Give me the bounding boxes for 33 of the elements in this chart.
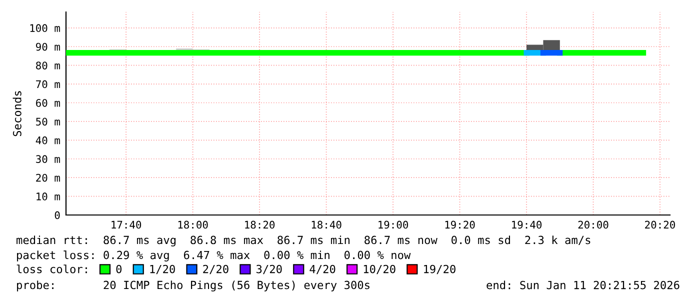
x-tick-label: 18:40 bbox=[312, 220, 342, 229]
y-tick-label: 80 m bbox=[36, 62, 60, 70]
text: median rtt: 86.7 ms avg 86.8 ms max 86.7 ms min 86.7 ms now 0.0 ms sd 2.3 k am/s bbox=[16, 236, 590, 246]
y-tick-label: 100 m bbox=[30, 24, 60, 32]
legend-label: 1/20 bbox=[150, 264, 175, 274]
y-tick-label: 20 m bbox=[36, 174, 60, 182]
legend-label: 4/20 bbox=[310, 264, 336, 274]
y-tick-label: 90 m bbox=[36, 42, 60, 51]
text: end: Sun Jan 11 20:21:55 2026 bbox=[486, 280, 680, 290]
y-tick-label: 60 m bbox=[36, 98, 60, 107]
y-tick-label: 10 m bbox=[36, 192, 60, 200]
text: packet loss: 0.29 % avg 6.47 % max 0.00 % min 0.00 % now bbox=[17, 250, 411, 262]
legend-title: loss color: bbox=[16, 264, 87, 274]
y-tick-label: 70 m bbox=[36, 80, 60, 88]
legend-label: 3/20 bbox=[256, 264, 282, 274]
x-tick-label: 17:40 bbox=[112, 220, 142, 229]
x-tick-label: 18:00 bbox=[178, 220, 208, 229]
x-tick-label: 19:40 bbox=[512, 220, 542, 229]
text: probe: 20 ICMP Echo Pings (56 Bytes) every 300s bbox=[17, 280, 370, 292]
legend-label: 0 bbox=[116, 264, 122, 274]
x-tick-label: 19:00 bbox=[378, 220, 408, 229]
legend-label: 10/20 bbox=[364, 264, 396, 274]
legend-label: 19/20 bbox=[424, 264, 456, 274]
x-tick-label: 19:20 bbox=[445, 220, 475, 229]
y-tick-label: 0 bbox=[54, 211, 60, 220]
legend-label: 2/20 bbox=[203, 264, 228, 274]
x-tick-label: 20:20 bbox=[645, 220, 675, 229]
y-tick-label: 50 m bbox=[36, 118, 60, 126]
y-tick-label: 40 m bbox=[36, 136, 60, 144]
x-tick-label: 20:00 bbox=[578, 220, 608, 229]
x-tick-label: 18:20 bbox=[245, 220, 275, 229]
y-axis-title: Seconds bbox=[12, 91, 22, 136]
y-tick-label: 30 m bbox=[36, 155, 60, 164]
